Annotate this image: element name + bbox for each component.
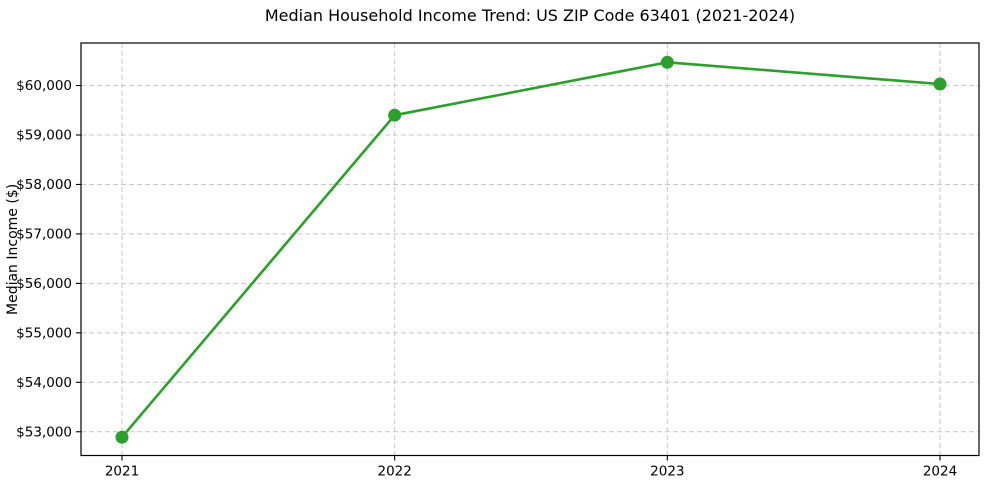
income-trend-line <box>120 60 942 439</box>
x-tick-label: 2022 <box>377 464 411 480</box>
data-point-marker <box>388 108 402 122</box>
y-tick-label: $55,000 <box>16 325 72 341</box>
y-tick-label: $59,000 <box>16 127 72 143</box>
y-tick-label: $60,000 <box>16 78 72 94</box>
y-tick-label: $57,000 <box>16 226 72 242</box>
y-tick-label: $53,000 <box>16 424 72 440</box>
data-point-marker <box>933 77 947 91</box>
y-tick-label: $58,000 <box>16 177 72 193</box>
plot-border <box>80 42 980 457</box>
y-tick-label: $54,000 <box>16 375 72 391</box>
y-tick-label: $56,000 <box>16 276 72 292</box>
x-tick-label: 2023 <box>650 464 684 480</box>
data-point-marker <box>115 430 129 444</box>
chart-title: Median Household Income Trend: US ZIP Co… <box>264 6 796 25</box>
data-point-marker <box>660 55 674 69</box>
x-tick-label: 2024 <box>923 464 957 480</box>
x-tick-label: 2021 <box>105 464 139 480</box>
